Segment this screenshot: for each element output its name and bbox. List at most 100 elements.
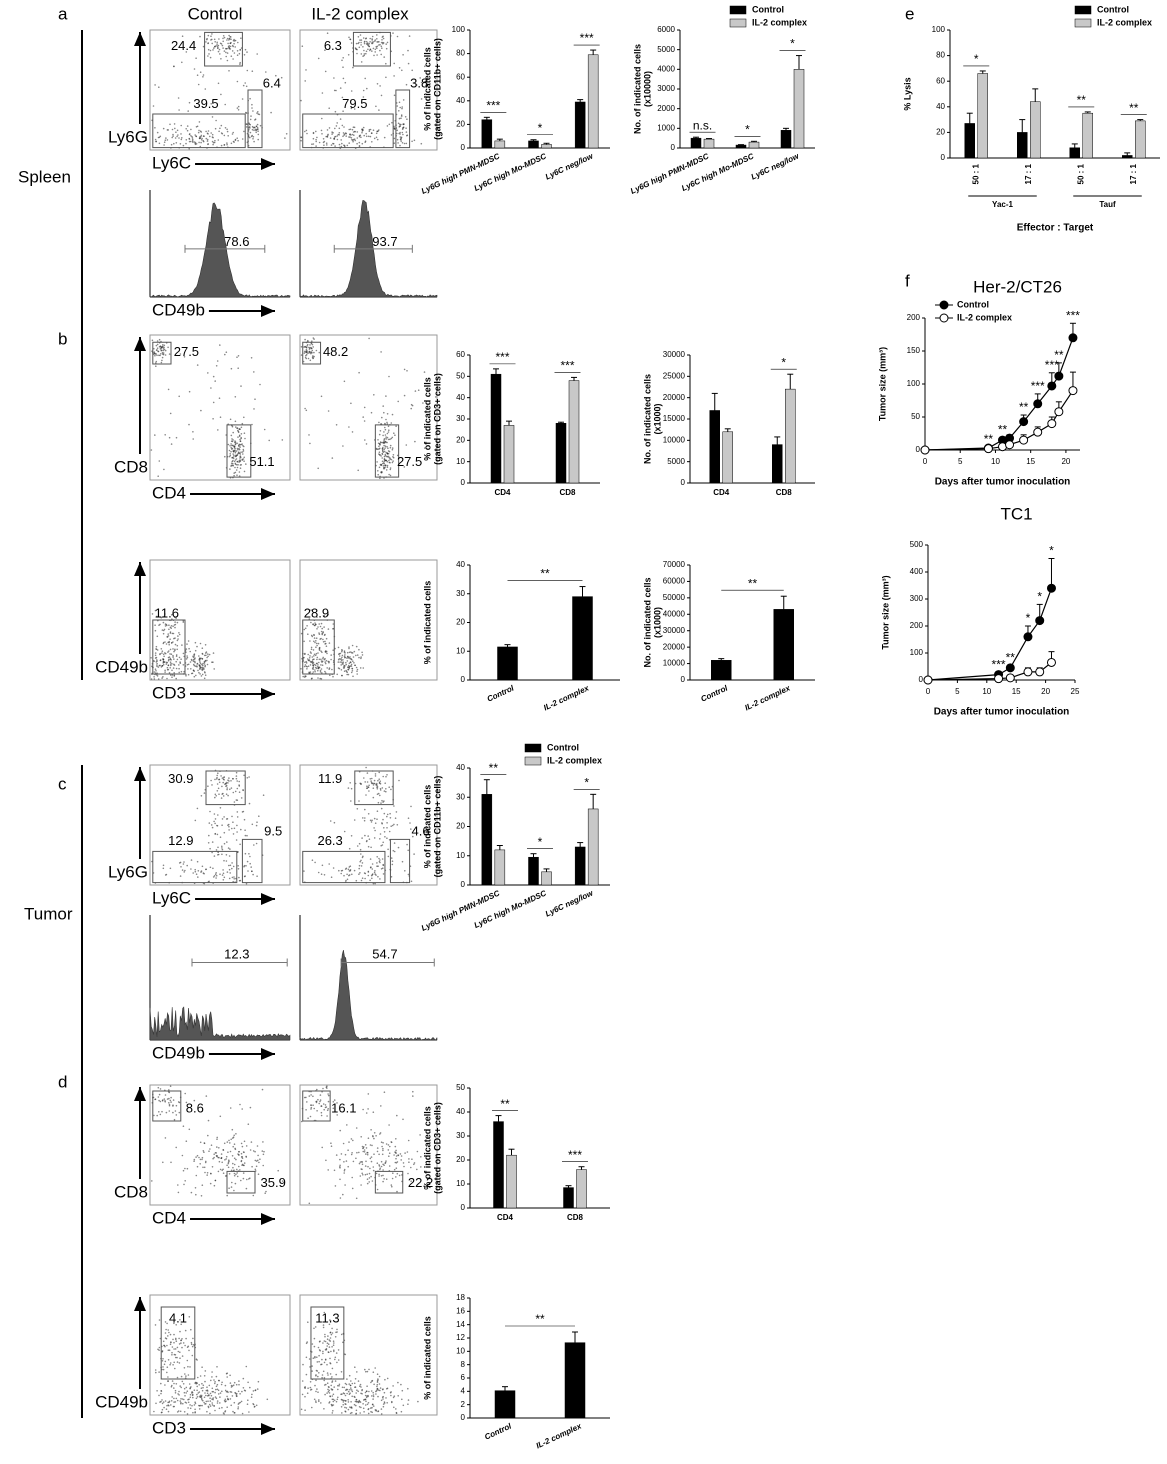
event-dot: [189, 1387, 192, 1389]
event-dot: [155, 1371, 157, 1374]
event-dot: [202, 140, 205, 143]
event-dot: [177, 1393, 179, 1395]
event-dot: [231, 876, 234, 879]
event-dot: [350, 137, 353, 139]
event-dot: [416, 1168, 418, 1171]
event-dot: [225, 818, 228, 820]
event-dot: [221, 874, 224, 876]
event-dot: [162, 663, 165, 666]
event-dot: [386, 1402, 389, 1404]
y-axis-label: % of indicated cells: [422, 47, 432, 131]
group-label: Yac-1: [992, 200, 1013, 209]
event-dot: [169, 867, 172, 870]
event-dot: [200, 870, 203, 872]
event-dot: [178, 395, 180, 398]
event-dot: [249, 97, 251, 100]
event-dot: [161, 652, 163, 654]
event-dot: [388, 1165, 391, 1167]
event-dot: [375, 1410, 378, 1412]
significance-label: ***: [1045, 358, 1059, 372]
bar: [1030, 101, 1041, 159]
event-dot: [233, 1381, 236, 1384]
event-dot: [158, 354, 160, 357]
event-dot: [221, 853, 223, 856]
event-dot: [254, 398, 256, 401]
event-dot: [358, 1406, 361, 1408]
event-dot: [330, 1384, 333, 1387]
event-dot: [176, 1399, 179, 1402]
bar: [1017, 132, 1028, 159]
gate: [389, 838, 411, 884]
gate-value: 8.6: [186, 1100, 204, 1115]
event-dot: [383, 800, 385, 802]
event-dot: [199, 642, 202, 645]
event-dot: [378, 857, 380, 860]
event-dot: [198, 121, 201, 123]
event-dot: [420, 98, 423, 100]
y-axis-label: (gated on CD11b+ cells): [432, 38, 442, 140]
legend-swatch: [1074, 18, 1092, 28]
event-dot: [401, 69, 403, 72]
event-dot: [248, 776, 250, 778]
event-dot: [367, 1408, 370, 1411]
event-dot: [320, 395, 323, 398]
event-dot: [232, 1166, 234, 1169]
event-dot: [373, 137, 376, 140]
event-dot: [155, 1402, 157, 1405]
event-dot: [347, 668, 349, 671]
event-dot: [183, 1411, 186, 1413]
event-dot: [232, 1162, 234, 1165]
event-dot: [179, 1319, 181, 1321]
event-dot: [356, 1371, 358, 1373]
event-dot: [261, 1150, 264, 1152]
event-dot: [353, 662, 355, 664]
x-axis-label: Days after tumor inoculation: [934, 707, 1070, 718]
event-dot: [381, 39, 383, 41]
event-dot: [211, 1387, 214, 1390]
event-dot: [240, 1400, 243, 1403]
event-dot: [330, 654, 333, 656]
event-dot: [200, 1394, 203, 1397]
event-dot: [310, 1106, 313, 1109]
event-dot: [154, 629, 157, 632]
event-dot: [245, 1145, 248, 1147]
event-dot: [161, 349, 163, 352]
event-dot: [197, 1392, 199, 1394]
event-dot: [303, 656, 305, 659]
event-dot: [399, 106, 402, 109]
event-dot: [195, 1156, 197, 1158]
event-dot: [348, 870, 351, 872]
event-dot: [238, 1154, 240, 1156]
event-dot: [347, 673, 350, 676]
event-dot: [212, 876, 215, 878]
event-dot: [193, 1160, 195, 1162]
event-dot: [342, 445, 344, 447]
event-dot: [380, 868, 383, 870]
event-dot: [379, 789, 382, 791]
event-dot: [214, 1409, 216, 1412]
event-dot: [237, 109, 240, 111]
event-dot: [231, 815, 233, 818]
event-dot: [241, 1412, 244, 1415]
event-dot: [169, 1333, 172, 1336]
event-dot: [312, 143, 315, 145]
event-dot: [383, 1391, 386, 1394]
event-dot: [356, 1389, 358, 1391]
event-dot: [176, 135, 178, 138]
event-dot: [156, 343, 159, 346]
event-dot: [351, 873, 353, 876]
event-dot: [383, 448, 386, 451]
event-dot: [228, 39, 230, 41]
event-dot: [364, 872, 367, 875]
flow-x-label: CD3: [152, 683, 186, 702]
event-dot: [305, 69, 307, 71]
event-dot: [341, 124, 344, 127]
event-dot: [326, 135, 329, 138]
event-dot: [402, 1118, 404, 1121]
event-dot: [398, 779, 400, 782]
event-dot: [247, 1381, 249, 1384]
event-dot: [178, 1337, 180, 1340]
event-dot: [399, 144, 401, 147]
event-dot: [342, 135, 344, 138]
event-dot: [249, 131, 252, 134]
